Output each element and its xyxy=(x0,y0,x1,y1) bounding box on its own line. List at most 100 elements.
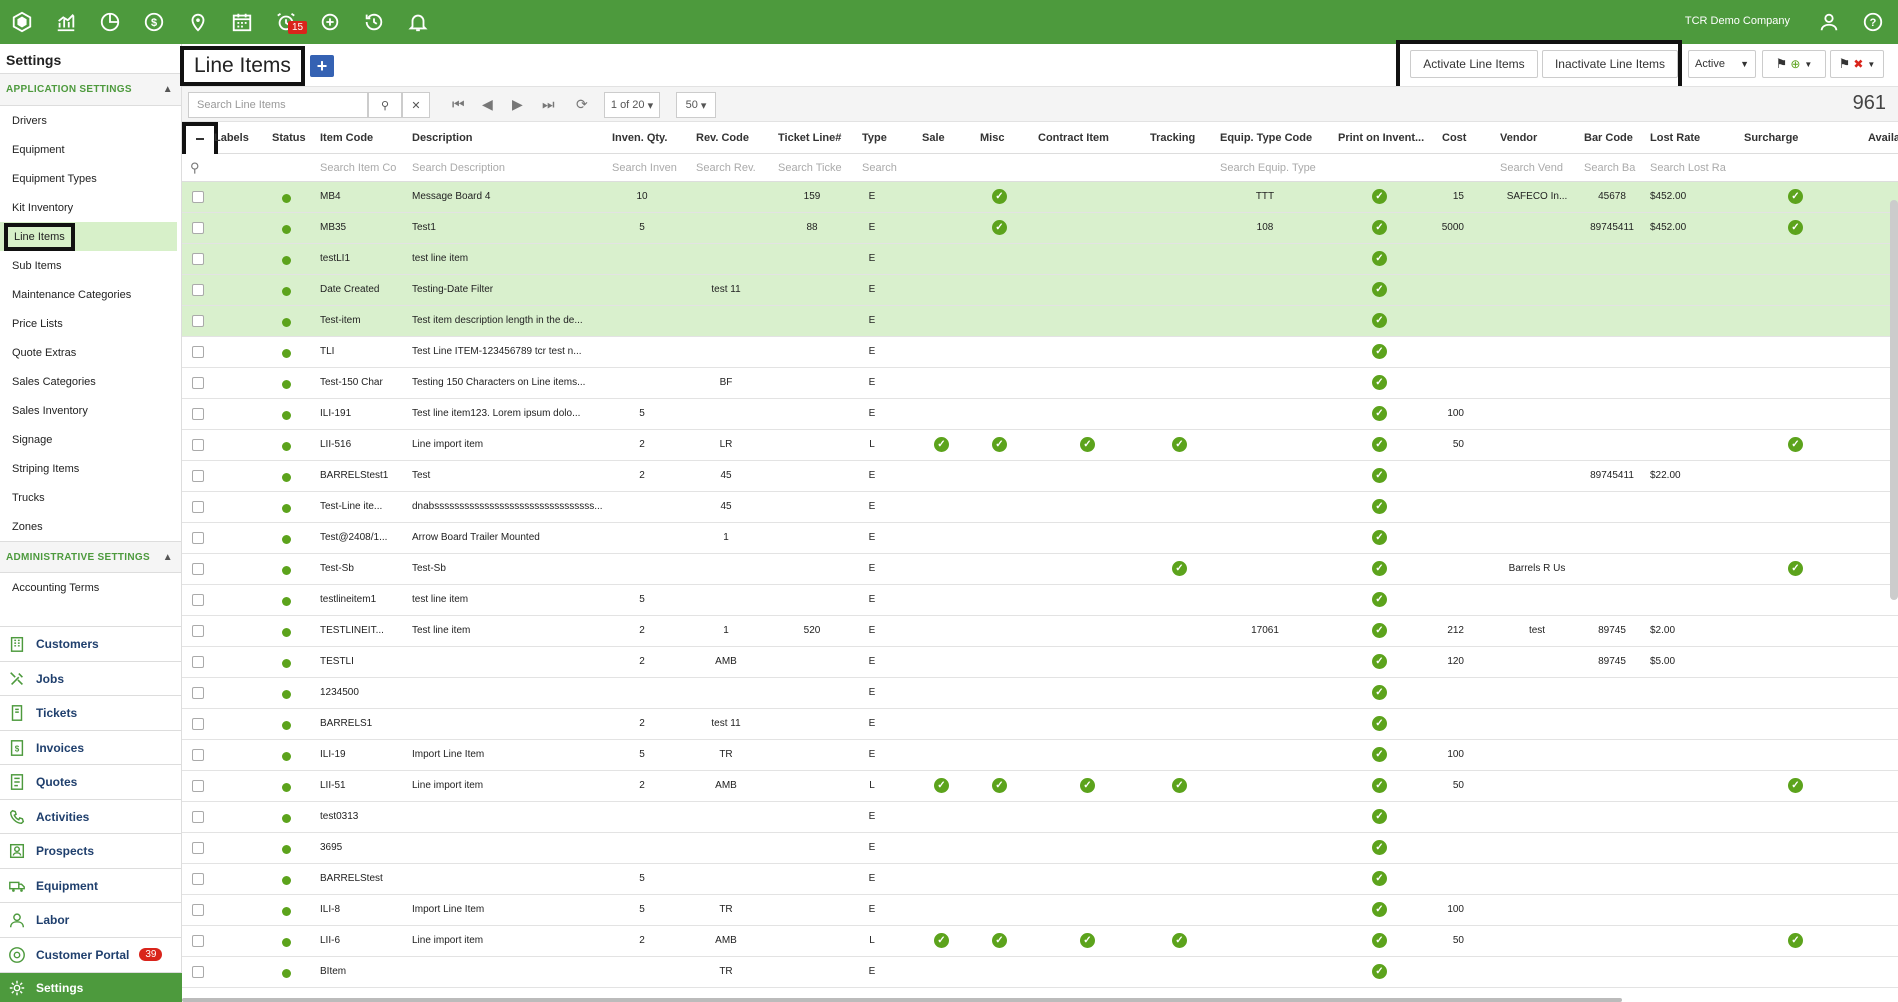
row-checkbox[interactable] xyxy=(192,222,204,234)
sidebar-item-signage[interactable]: Signage xyxy=(0,425,181,454)
table-row[interactable]: MB4 Message Board 4 10 159 E ✓ TTT ✓ 15 SAFECO In… xyxy=(182,182,1898,213)
application-settings-header[interactable]: APPLICATION SETTINGS ▲ xyxy=(0,74,181,106)
row-checkbox[interactable] xyxy=(192,377,204,389)
sidebar-item-maintenance-categories[interactable]: Maintenance Categories xyxy=(0,280,181,309)
dollar-icon[interactable]: $ xyxy=(132,0,176,44)
row-checkbox[interactable] xyxy=(192,904,204,916)
table-row[interactable]: LII-516 Line import item 2 LR L ✓ ✓ ✓ ✓ ✓ 50 ✓ xyxy=(182,430,1898,461)
sidebar-item-kit-inventory[interactable]: Kit Inventory xyxy=(0,193,181,222)
filter-vendor-input[interactable]: Search Vend xyxy=(1500,162,1563,174)
row-checkbox[interactable] xyxy=(192,594,204,606)
filter-description-input[interactable]: Search Description xyxy=(412,162,505,174)
nav-quotes[interactable]: Quotes xyxy=(0,764,182,798)
nav-tickets[interactable]: Tickets xyxy=(0,695,182,729)
flag-add-filter-button[interactable]: ⚑ ⊕ ▼ xyxy=(1762,50,1826,78)
column-header-cost[interactable]: Cost xyxy=(1442,132,1467,144)
sidebar-item-activity-actions[interactable]: Activity Actions xyxy=(0,602,181,612)
search-icon[interactable]: ⚲ xyxy=(368,92,402,118)
table-row[interactable]: Test-Sb Test-Sb E ✓ ✓ Barrels R Us ✓ xyxy=(182,554,1898,585)
add-line-item-button[interactable]: + xyxy=(310,55,334,77)
sidebar-item-sales-categories[interactable]: Sales Categories xyxy=(0,367,181,396)
row-checkbox[interactable] xyxy=(192,842,204,854)
row-checkbox[interactable] xyxy=(192,935,204,947)
table-row[interactable]: 1234500 E ✓ xyxy=(182,678,1898,709)
column-header-print-on-invent[interactable]: Print on Invent... xyxy=(1338,132,1425,144)
table-row[interactable]: BItem TR E ✓ xyxy=(182,957,1898,988)
table-row[interactable]: Test-item Test item description length in… xyxy=(182,306,1898,337)
table-row[interactable]: BARRELS1 2 test 11 E ✓ xyxy=(182,709,1898,740)
sidebar-item-sub-items[interactable]: Sub Items xyxy=(0,251,181,280)
column-header-availa[interactable]: Availa xyxy=(1868,132,1898,144)
plus-circle-icon[interactable] xyxy=(308,0,352,44)
nav-labor[interactable]: Labor xyxy=(0,902,182,936)
column-header-lost-rate[interactable]: Lost Rate xyxy=(1650,132,1701,144)
row-checkbox[interactable] xyxy=(192,408,204,420)
table-row[interactable]: testlineitem1 test line item 5 E ✓ xyxy=(182,585,1898,616)
column-header-ticket-line[interactable]: Ticket Line# xyxy=(778,132,842,144)
table-row[interactable]: Test-Line ite... dnabssssssssssssssssssss… xyxy=(182,492,1898,523)
sidebar-item-accounting-terms[interactable]: Accounting Terms xyxy=(0,573,181,602)
row-checkbox[interactable] xyxy=(192,966,204,978)
nav-customer-portal[interactable]: Customer Portal 39 xyxy=(0,937,182,971)
column-header-type[interactable]: Type xyxy=(862,132,887,144)
row-checkbox[interactable] xyxy=(192,749,204,761)
table-row[interactable]: LII-6 Line import item 2 AMB L ✓ ✓ ✓ ✓ ✓ 50 ✓ xyxy=(182,926,1898,957)
bell-icon[interactable] xyxy=(396,0,440,44)
nav-settings[interactable]: Settings xyxy=(0,972,182,1002)
column-header-inven-qty[interactable]: Inven. Qty. xyxy=(612,132,668,144)
horizontal-scrollbar[interactable] xyxy=(182,998,1622,1002)
first-page-icon[interactable]: ⏮ xyxy=(452,96,465,112)
sidebar-item-drivers[interactable]: Drivers xyxy=(0,106,181,135)
last-page-icon[interactable]: ⏭ xyxy=(542,96,555,112)
row-checkbox[interactable] xyxy=(192,501,204,513)
history-icon[interactable] xyxy=(352,0,396,44)
user-icon[interactable] xyxy=(1818,11,1840,36)
sidebar-item-sales-inventory[interactable]: Sales Inventory xyxy=(0,396,181,425)
nav-equipment[interactable]: Equipment xyxy=(0,868,182,902)
column-header-labels[interactable]: Labels xyxy=(214,132,249,144)
table-row[interactable]: 3695 E ✓ xyxy=(182,833,1898,864)
filter-equip-type-input[interactable]: Search Equip. Type xyxy=(1220,162,1316,174)
sidebar-item-price-lists[interactable]: Price Lists xyxy=(0,309,181,338)
nav-jobs[interactable]: Jobs xyxy=(0,661,182,695)
row-checkbox[interactable] xyxy=(192,563,204,575)
column-header-equip-type-code[interactable]: Equip. Type Code xyxy=(1220,132,1313,144)
table-row[interactable]: ILI-8 Import Line Item 5 TR E ✓ 100 xyxy=(182,895,1898,926)
next-page-icon[interactable]: ▶ xyxy=(512,96,523,112)
inactivate-line-items-button[interactable]: Inactivate Line Items xyxy=(1542,50,1678,78)
row-checkbox[interactable] xyxy=(192,718,204,730)
refresh-icon[interactable]: ⟳ xyxy=(576,96,588,112)
clear-search-icon[interactable]: ✕ xyxy=(402,92,430,118)
filter-bar-code-input[interactable]: Search Ba xyxy=(1584,162,1636,174)
column-header-surcharge[interactable]: Surcharge xyxy=(1744,132,1799,144)
table-row[interactable]: TESTLI 2 AMB E ✓ 120 89745 $5.00 xyxy=(182,647,1898,678)
row-checkbox[interactable] xyxy=(192,439,204,451)
row-checkbox[interactable] xyxy=(192,191,204,203)
sidebar-item-quote-extras[interactable]: Quote Extras xyxy=(0,338,181,367)
row-checkbox[interactable] xyxy=(192,346,204,358)
table-row[interactable]: TLI Test Line ITEM-123456789 tcr test n..… xyxy=(182,337,1898,368)
row-checkbox[interactable] xyxy=(192,656,204,668)
sidebar-item-striping-items[interactable]: Striping Items xyxy=(0,454,181,483)
calendar-icon[interactable] xyxy=(220,0,264,44)
chevron-up-icon[interactable]: ▲ xyxy=(162,84,173,95)
column-header-bar-code[interactable]: Bar Code xyxy=(1584,132,1633,144)
nav-invoices[interactable]: $ Invoices xyxy=(0,730,182,764)
table-row[interactable]: ILI-19 Import Line Item 5 TR E ✓ 100 xyxy=(182,740,1898,771)
filter-search-icon[interactable]: ⚲ xyxy=(190,160,200,175)
table-row[interactable]: testLI1 test line item E ✓ xyxy=(182,244,1898,275)
column-header-sale[interactable]: Sale xyxy=(922,132,945,144)
row-checkbox[interactable] xyxy=(192,315,204,327)
sidebar-item-equipment[interactable]: Equipment xyxy=(0,135,181,164)
page-selector[interactable]: 1 of 20 ▾ xyxy=(604,92,660,118)
row-checkbox[interactable] xyxy=(192,811,204,823)
row-checkbox[interactable] xyxy=(192,253,204,265)
row-checkbox[interactable] xyxy=(192,532,204,544)
map-pin-icon[interactable] xyxy=(176,0,220,44)
table-row[interactable]: test0313 E ✓ xyxy=(182,802,1898,833)
column-header-rev-code[interactable]: Rev. Code xyxy=(696,132,749,144)
flag-remove-filter-button[interactable]: ⚑ ✖ ▼ xyxy=(1830,50,1884,78)
select-all-checkbox[interactable] xyxy=(182,122,218,158)
table-row[interactable]: Test-150 Char Testing 150 Characters on L… xyxy=(182,368,1898,399)
vertical-scrollbar[interactable] xyxy=(1890,200,1898,600)
